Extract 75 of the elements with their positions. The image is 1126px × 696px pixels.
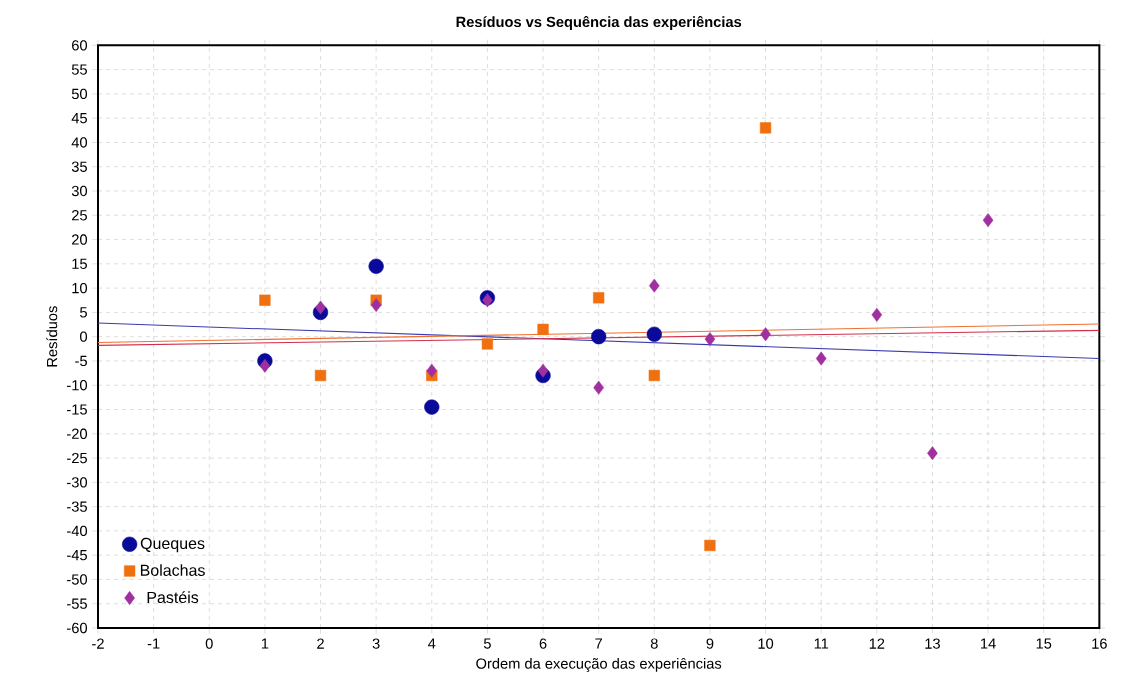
x-tick-label: -1 [147, 638, 160, 649]
y-tick-label: -60 [67, 622, 88, 634]
y-tick-label: -15 [67, 404, 87, 415]
y-tick-label: 55 [71, 64, 87, 75]
x-tick-label: 14 [981, 638, 996, 649]
y-tick-label: -55 [67, 598, 87, 609]
x-tick-label: 2 [317, 638, 324, 649]
x-axis-title: Ordem da execução das experiências [476, 657, 722, 672]
x-tick-label: 15 [1036, 638, 1052, 649]
point [368, 258, 384, 274]
point [259, 294, 271, 306]
point [259, 358, 271, 373]
point [424, 399, 440, 415]
y-tick-label: 15 [72, 258, 87, 269]
y-tick-label: 20 [72, 234, 88, 245]
y-tick-label: -5 [75, 355, 87, 367]
y-tick-label: 45 [71, 113, 87, 124]
x-tick-label: -2 [92, 638, 104, 649]
x-tick-label: 4 [428, 638, 436, 649]
point [593, 380, 604, 395]
x-tick-label: 5 [483, 638, 491, 649]
point [871, 307, 883, 322]
y-tick-label: 0 [80, 331, 88, 342]
y-tick-label: -45 [67, 550, 87, 561]
y-tick-label: -10 [67, 380, 88, 391]
x-tick-label: 10 [758, 638, 774, 649]
y-tick-label: 5 [80, 307, 87, 318]
point [426, 363, 438, 378]
y-tick-label: 40 [71, 137, 88, 148]
point [591, 329, 607, 345]
point [648, 369, 660, 382]
point [315, 300, 326, 315]
point [759, 122, 772, 134]
legend-label: Bolachas [140, 564, 205, 576]
y-tick-label: 30 [71, 185, 88, 197]
point [537, 323, 549, 335]
point [537, 363, 549, 378]
point [314, 369, 327, 382]
y-tick-label: 60 [72, 40, 88, 51]
point [982, 213, 994, 228]
point [927, 446, 938, 461]
y-tick-label: -25 [67, 452, 87, 464]
y-tick-label: 10 [72, 282, 88, 294]
y-tick-label: -20 [67, 428, 88, 439]
x-tick-label: 13 [925, 638, 940, 649]
point [370, 298, 382, 313]
point [704, 539, 716, 552]
y-tick-label: -50 [67, 574, 88, 585]
x-tick-label: 6 [539, 638, 547, 649]
y-axis-title: Resíduos [46, 306, 58, 367]
chart-title: Resíduos vs Sequência das experiências [456, 15, 742, 30]
point [815, 351, 827, 366]
point [646, 326, 662, 342]
point [704, 332, 716, 347]
x-tick-label: 9 [706, 638, 714, 649]
y-tick-label: -35 [67, 501, 87, 512]
x-tick-label: 16 [1092, 638, 1107, 649]
point [593, 292, 605, 304]
x-tick-label: 3 [372, 638, 380, 649]
x-tick-label: 11 [814, 638, 829, 649]
y-tick-label: 25 [72, 210, 87, 221]
x-tick-label: 8 [650, 638, 658, 649]
x-tick-label: 0 [205, 638, 213, 649]
legend-label: Pastéis [147, 591, 199, 604]
x-tick-label: 1 [261, 638, 269, 649]
x-tick-label: 12 [869, 638, 885, 649]
point [760, 327, 771, 342]
y-tick-label: 35 [71, 161, 87, 172]
point [481, 338, 494, 350]
x-tick-label: 7 [595, 638, 603, 649]
y-tick-label: -30 [67, 477, 88, 488]
y-tick-label: 50 [71, 88, 88, 100]
point [649, 278, 660, 293]
legend-label: Queques [140, 537, 205, 553]
y-tick-label: -40 [67, 525, 88, 537]
